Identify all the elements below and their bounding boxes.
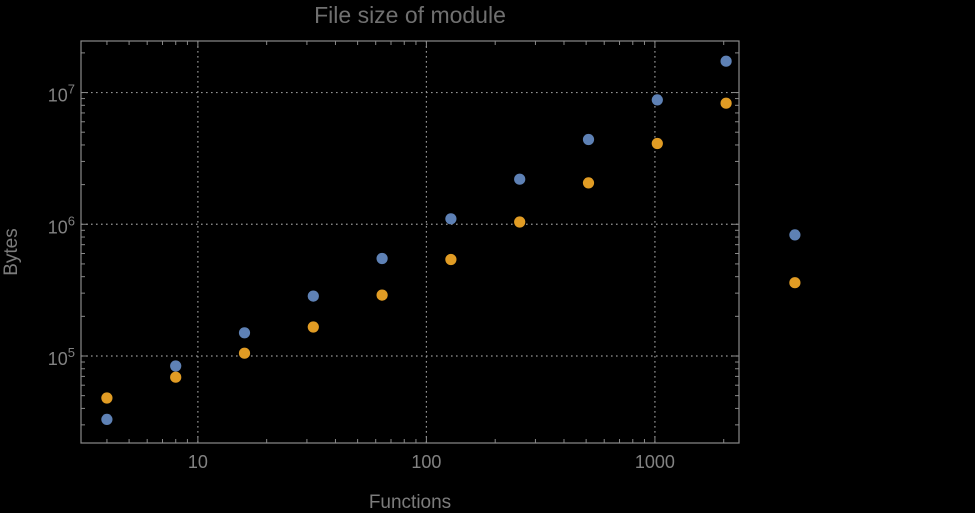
y-tick-label-10e5: 105 bbox=[48, 345, 75, 369]
point-blue-64 bbox=[376, 252, 388, 265]
point-blue-128 bbox=[445, 213, 457, 225]
point-orange-64 bbox=[376, 289, 388, 301]
point-orange-1024 bbox=[651, 137, 663, 150]
y-tick-label-10e6: 106 bbox=[48, 213, 75, 237]
data-points-layer bbox=[101, 55, 801, 425]
x-tick-label-100: 100 bbox=[411, 452, 441, 472]
point-blue-4 bbox=[101, 413, 113, 425]
point-orange-256 bbox=[514, 216, 526, 228]
y-axis-label: Bytes bbox=[1, 228, 22, 276]
point-blue-2048 bbox=[720, 55, 732, 67]
point-blue-1024 bbox=[651, 94, 663, 106]
point-blue-32 bbox=[307, 290, 319, 302]
point-blue-8 bbox=[170, 360, 182, 372]
x-axis-label: Functions bbox=[369, 492, 451, 513]
point-orange-2048 bbox=[720, 97, 732, 109]
point-orange-4 bbox=[101, 392, 113, 404]
point-orange-16 bbox=[238, 347, 251, 359]
point-orange-4096 bbox=[789, 277, 801, 289]
point-blue-16 bbox=[238, 327, 251, 339]
frame-layer bbox=[80, 40, 740, 444]
point-orange-32 bbox=[307, 321, 319, 333]
point-orange-8 bbox=[170, 371, 182, 383]
point-orange-128 bbox=[445, 253, 457, 266]
chart-title: File size of module bbox=[314, 2, 506, 28]
point-blue-512 bbox=[582, 133, 595, 146]
point-orange-512 bbox=[582, 177, 595, 189]
plot-frame bbox=[80, 40, 740, 444]
point-blue-256 bbox=[514, 173, 526, 185]
x-tick-label-10: 10 bbox=[188, 452, 208, 472]
y-tick-label-10e7: 107 bbox=[48, 82, 75, 106]
tick-marks-layer bbox=[81, 41, 739, 443]
tick-labels-layer: 10 100 1000 105 106 107 bbox=[48, 82, 675, 472]
x-tick-label-1000: 1000 bbox=[635, 452, 675, 472]
point-blue-4096 bbox=[789, 229, 801, 241]
grid-layer bbox=[81, 41, 739, 443]
